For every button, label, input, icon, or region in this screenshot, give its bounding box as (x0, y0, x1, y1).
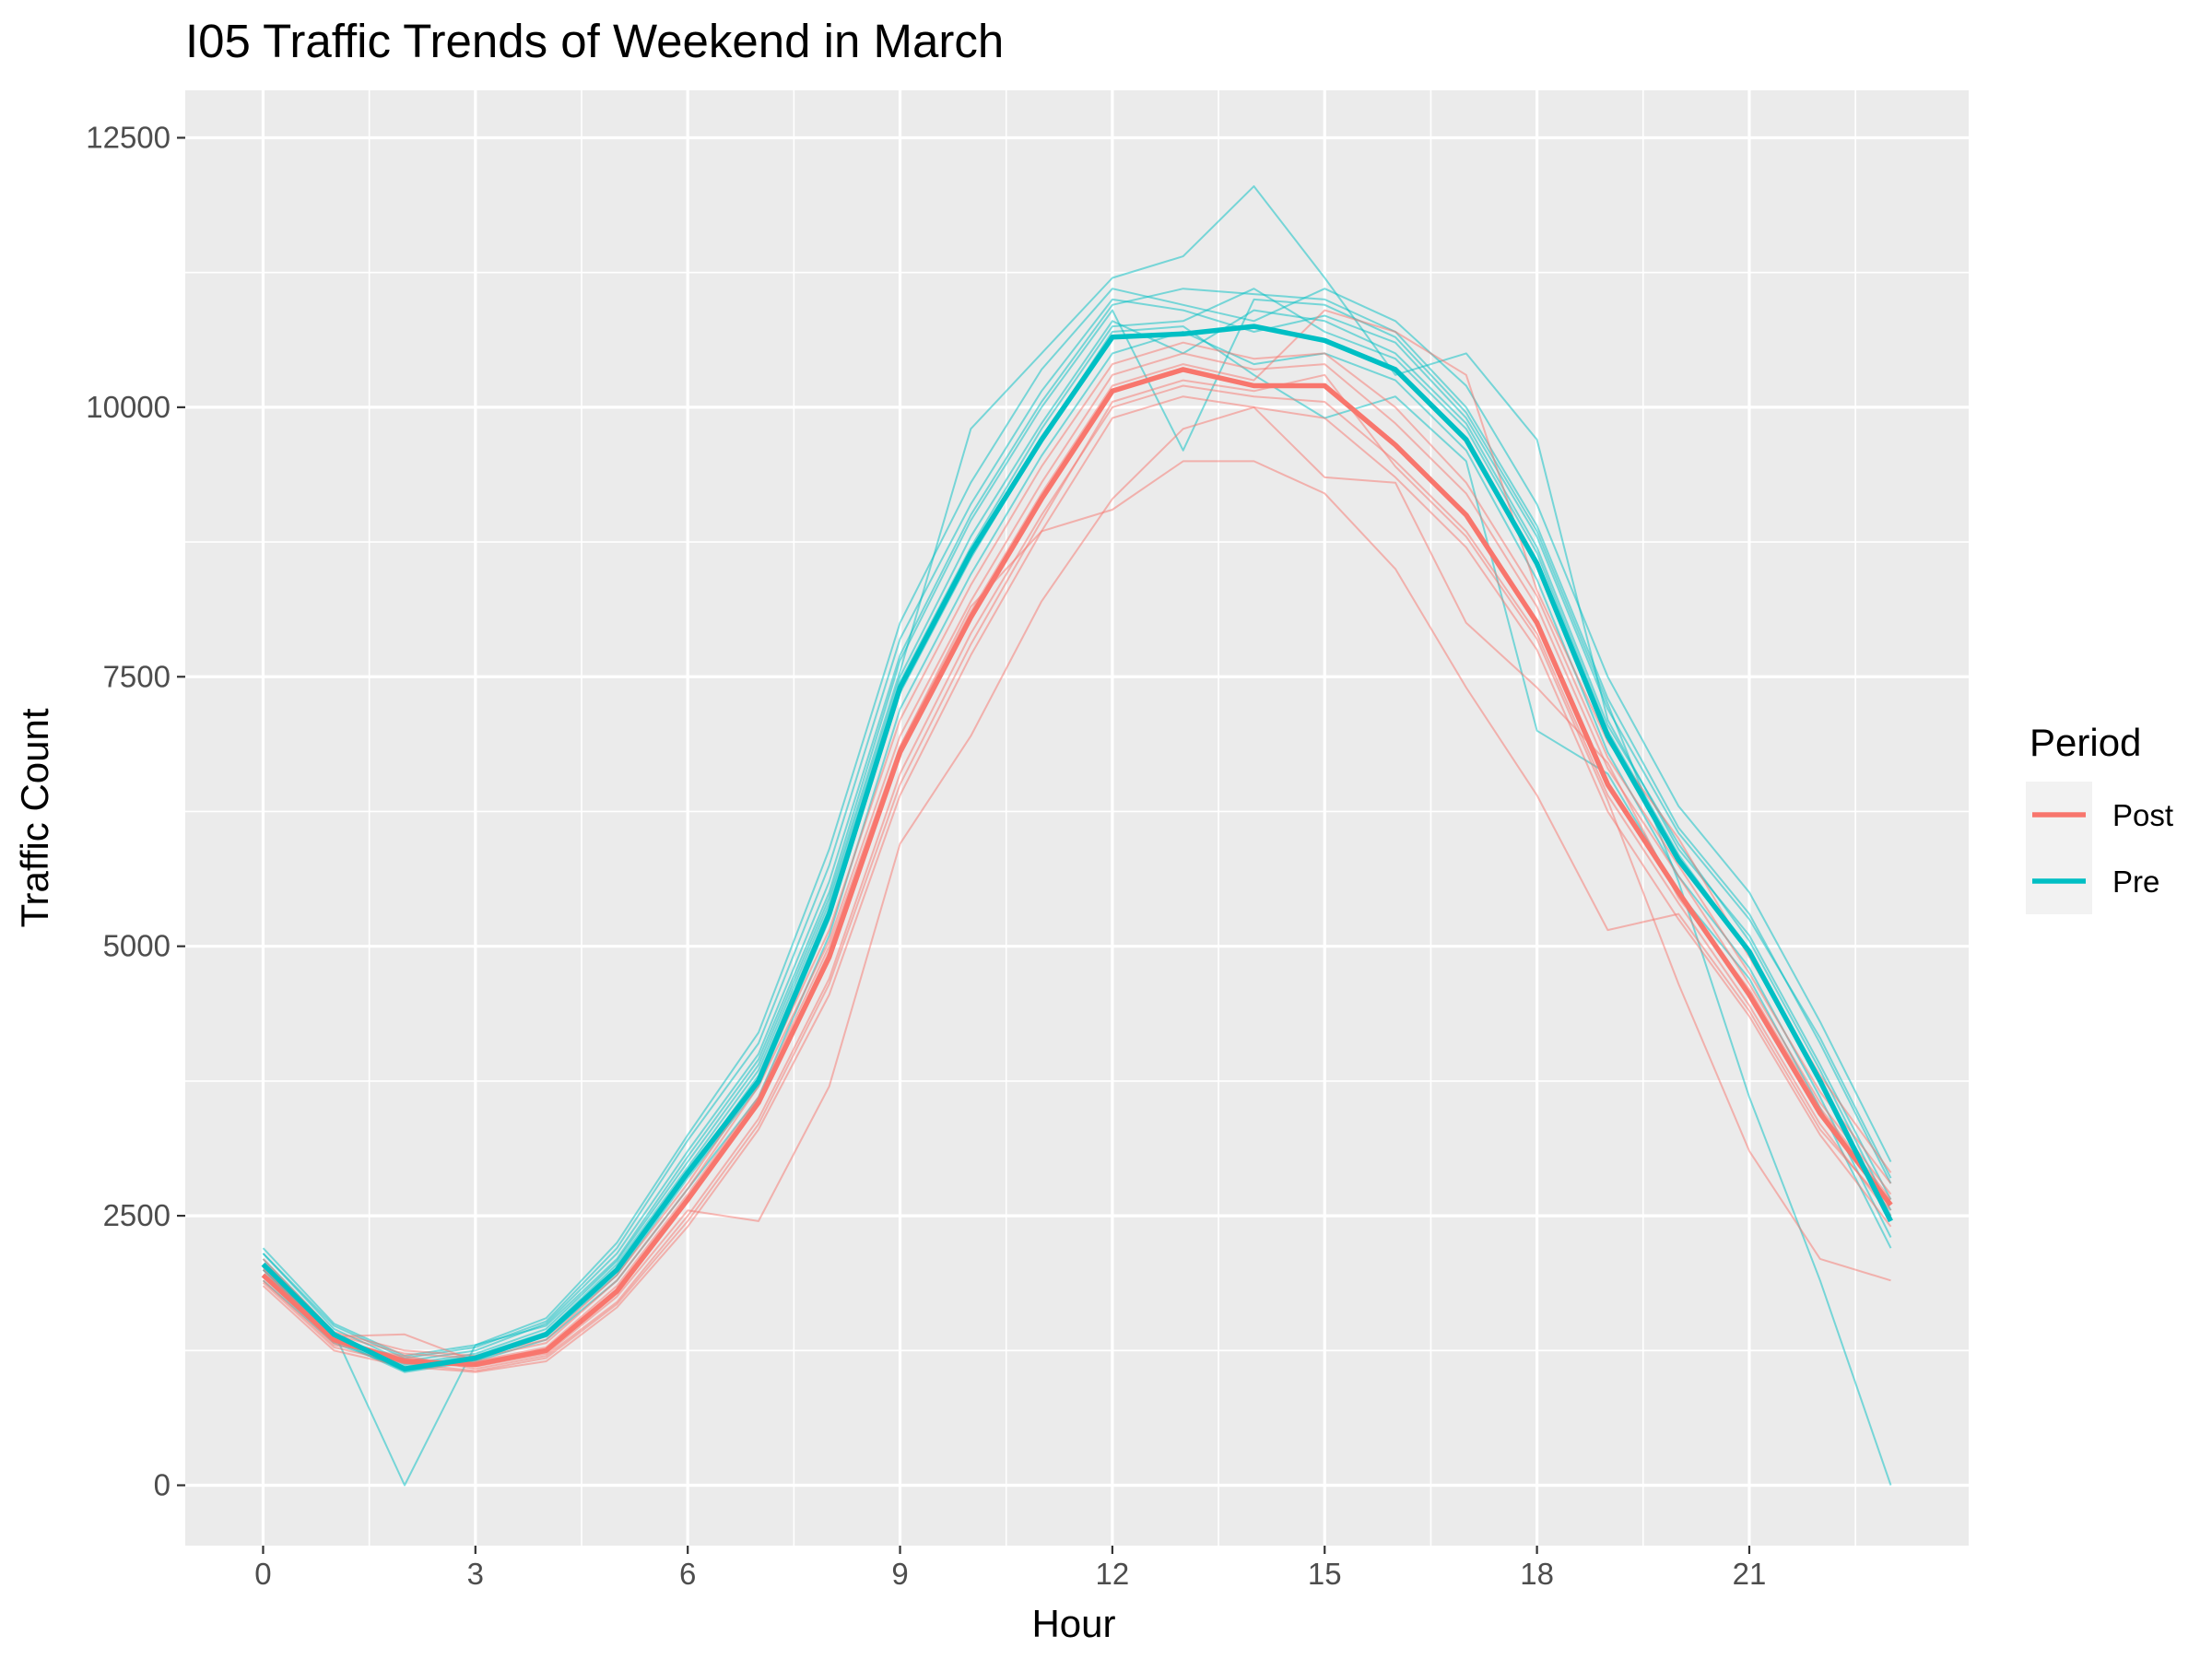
x-tick-label: 9 (891, 1557, 908, 1591)
x-axis-title: Hour (1031, 1602, 1115, 1645)
series-line-pre-day (262, 185, 1892, 1366)
y-tick-label: 0 (154, 1468, 171, 1502)
chart-title: I05 Traffic Trends of Weekend in March (185, 15, 1004, 67)
x-tick-label: 15 (1308, 1557, 1342, 1591)
legend-title: Period (2030, 721, 2141, 764)
x-tick-label: 3 (467, 1557, 484, 1591)
series-line-post-day (262, 373, 1891, 1372)
series-line-post-day (262, 406, 1892, 1368)
x-axis: 0 3 6 9 12 15 18 21 (254, 1546, 1766, 1591)
x-tick-label: 18 (1520, 1557, 1554, 1591)
legend-label-post: Post (2112, 798, 2173, 832)
mean-series-lines (261, 324, 1893, 1371)
series-line-pre-day (262, 298, 1892, 1487)
x-tick-label: 0 (254, 1557, 271, 1591)
series-line-post-mean (261, 367, 1893, 1368)
legend-label-pre: Pre (2112, 865, 2159, 899)
x-tick-label: 21 (1733, 1557, 1767, 1591)
plot-panel (185, 90, 1969, 1546)
y-axis: 0 2500 5000 7500 10000 12500 (86, 120, 185, 1502)
series-line-pre-day (262, 298, 1892, 1359)
major-gridlines (185, 90, 1969, 1546)
legend: Period Post Pre (2026, 721, 2173, 914)
y-tick-label: 10000 (86, 390, 171, 424)
y-tick-label: 7500 (103, 659, 171, 693)
series-line-pre-mean (261, 324, 1893, 1371)
y-tick-label: 2500 (103, 1198, 171, 1232)
y-tick-label: 5000 (103, 929, 171, 963)
y-tick-label: 12500 (86, 120, 171, 154)
series-line-pre-day (262, 288, 1892, 1358)
series-line-post-day (262, 460, 1892, 1362)
y-axis-title: Traffic Count (13, 708, 56, 927)
x-tick-label: 6 (679, 1557, 696, 1591)
x-tick-label: 12 (1096, 1557, 1130, 1591)
series-line-post-day (262, 341, 1892, 1358)
